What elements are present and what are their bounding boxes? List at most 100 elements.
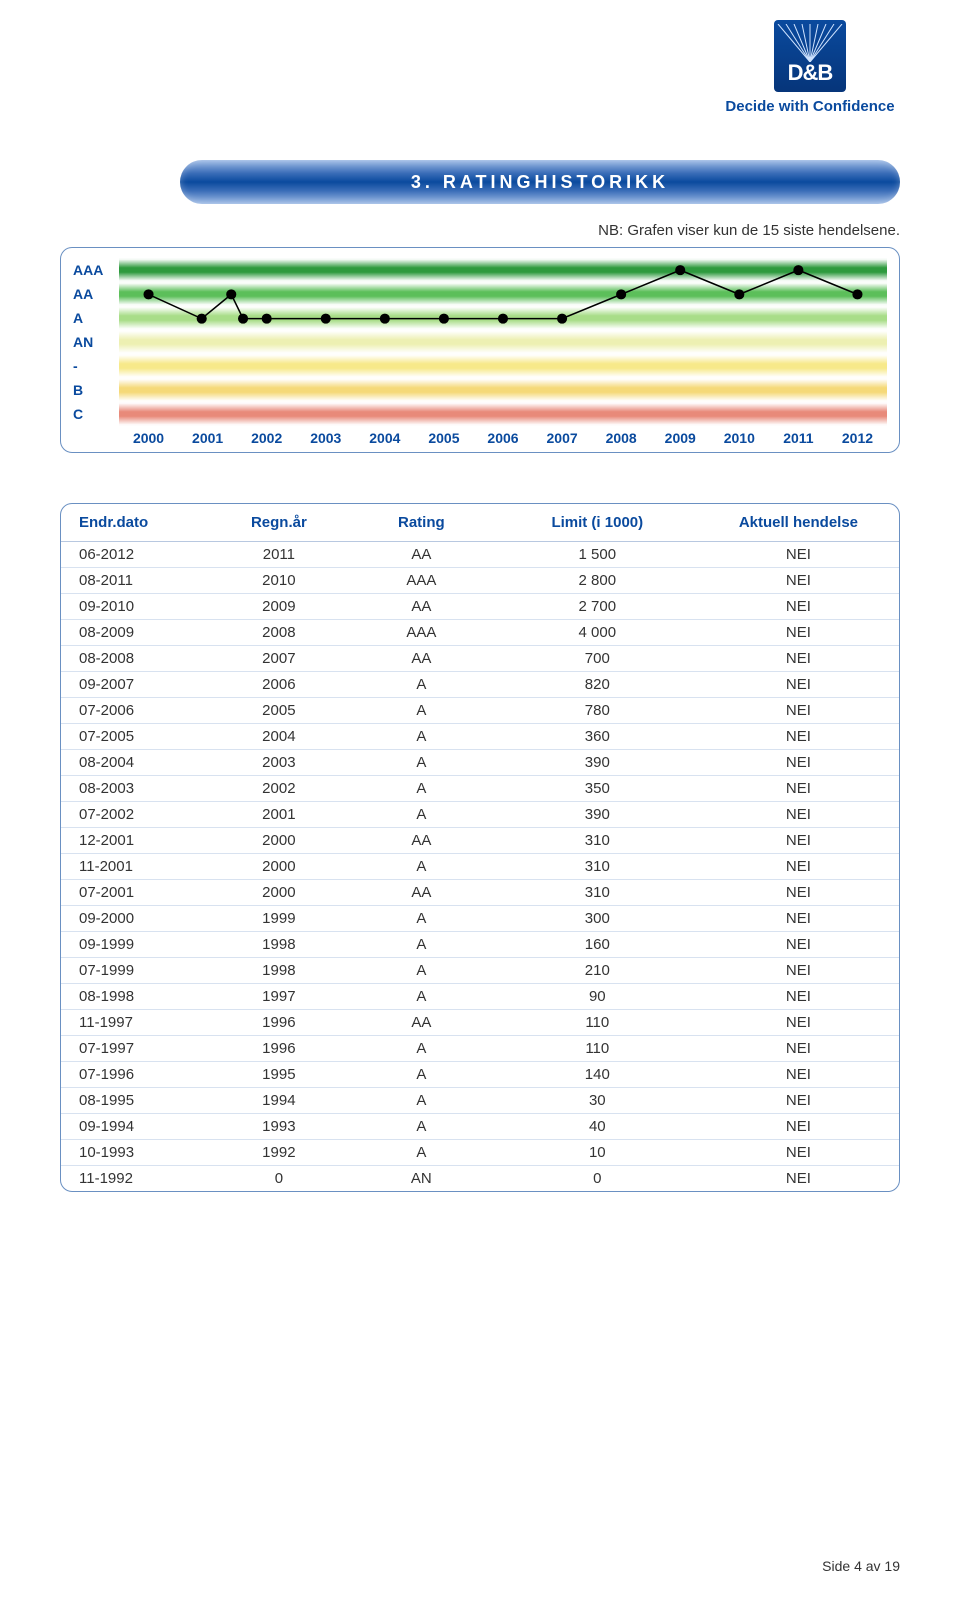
table-cell: 2000 xyxy=(212,854,346,880)
table-row: 09-20102009AA2 700NEI xyxy=(61,594,899,620)
chart-plot-area xyxy=(119,258,887,426)
logo: D&B Decide with Confidence xyxy=(720,20,900,115)
table-row: 08-20042003A390NEI xyxy=(61,750,899,776)
table-cell: 08-1995 xyxy=(61,1088,212,1114)
sunburst-icon xyxy=(774,24,846,62)
table-cell: AA xyxy=(346,880,497,906)
table-cell: 210 xyxy=(497,958,698,984)
table-cell: AAA xyxy=(346,568,497,594)
table-cell: A xyxy=(346,672,497,698)
chart-y-label: - xyxy=(73,354,119,378)
table-cell: 0 xyxy=(497,1166,698,1192)
table-cell: NEI xyxy=(698,672,899,698)
table-cell: AA xyxy=(346,646,497,672)
table-cell: AN xyxy=(346,1166,497,1192)
table-row: 11-20012000A310NEI xyxy=(61,854,899,880)
chart-x-axis: 2000200120022003200420052006200720082009… xyxy=(119,430,887,446)
table-cell: 08-2003 xyxy=(61,776,212,802)
table-cell: AA xyxy=(346,1010,497,1036)
table-cell: AA xyxy=(346,594,497,620)
table-cell: 110 xyxy=(497,1010,698,1036)
table-cell: 08-2009 xyxy=(61,620,212,646)
table-cell: 780 xyxy=(497,698,698,724)
table-cell: 07-2001 xyxy=(61,880,212,906)
table-cell: 110 xyxy=(497,1036,698,1062)
table-cell: 2 700 xyxy=(497,594,698,620)
table-cell: 2004 xyxy=(212,724,346,750)
chart-x-label: 2002 xyxy=(237,430,296,446)
table-cell: 09-2010 xyxy=(61,594,212,620)
table-cell: 2000 xyxy=(212,880,346,906)
table-cell: 09-2000 xyxy=(61,906,212,932)
table-row: 11-19971996AA110NEI xyxy=(61,1010,899,1036)
rating-chart: AAAAAAAN-BC 2000200120022003200420052006… xyxy=(60,247,900,453)
chart-x-label: 2000 xyxy=(119,430,178,446)
table-cell: NEI xyxy=(698,724,899,750)
chart-x-label: 2011 xyxy=(769,430,828,446)
table-cell: A xyxy=(346,1036,497,1062)
table-cell: 2006 xyxy=(212,672,346,698)
table-cell: 0 xyxy=(212,1166,346,1192)
logo-tagline: Decide with Confidence xyxy=(720,98,900,115)
table-cell: A xyxy=(346,958,497,984)
table-cell: A xyxy=(346,1088,497,1114)
table-cell: 700 xyxy=(497,646,698,672)
table-cell: NEI xyxy=(698,698,899,724)
chart-x-label: 2010 xyxy=(710,430,769,446)
table-cell: AA xyxy=(346,828,497,854)
table-cell: 09-2007 xyxy=(61,672,212,698)
table-cell: A xyxy=(346,750,497,776)
table-cell: 310 xyxy=(497,880,698,906)
table-cell: 140 xyxy=(497,1062,698,1088)
chart-x-label: 2003 xyxy=(296,430,355,446)
table-cell: 360 xyxy=(497,724,698,750)
chart-note: NB: Grafen viser kun de 15 siste hendels… xyxy=(60,222,900,239)
chart-y-label: AA xyxy=(73,282,119,306)
table-cell: 2005 xyxy=(212,698,346,724)
table-cell: 1995 xyxy=(212,1062,346,1088)
table-cell: NEI xyxy=(698,776,899,802)
table-cell: NEI xyxy=(698,880,899,906)
table-cell: A xyxy=(346,1062,497,1088)
table-cell: NEI xyxy=(698,1062,899,1088)
table-cell: 1996 xyxy=(212,1036,346,1062)
table-cell: 310 xyxy=(497,828,698,854)
table-cell: 07-1997 xyxy=(61,1036,212,1062)
table-cell: 08-2004 xyxy=(61,750,212,776)
table-cell: NEI xyxy=(698,1140,899,1166)
logo-text: D&B xyxy=(774,60,846,86)
table-cell: 07-1999 xyxy=(61,958,212,984)
table-row: 07-20052004A360NEI xyxy=(61,724,899,750)
table-cell: NEI xyxy=(698,1114,899,1140)
table-cell: 1993 xyxy=(212,1114,346,1140)
table-row: 08-20112010AAA2 800NEI xyxy=(61,568,899,594)
table-cell: 390 xyxy=(497,802,698,828)
table-cell: 2002 xyxy=(212,776,346,802)
chart-x-label: 2001 xyxy=(178,430,237,446)
table-cell: 1996 xyxy=(212,1010,346,1036)
table-cell: 30 xyxy=(497,1088,698,1114)
table-row: 09-20001999A300NEI xyxy=(61,906,899,932)
table-cell: NEI xyxy=(698,802,899,828)
table-cell: 07-2002 xyxy=(61,802,212,828)
chart-x-label: 2007 xyxy=(533,430,592,446)
table-cell: 06-2012 xyxy=(61,542,212,568)
chart-y-label: AAA xyxy=(73,258,119,282)
table-cell: A xyxy=(346,776,497,802)
table-row: 10-19931992A10NEI xyxy=(61,1140,899,1166)
table-cell: NEI xyxy=(698,568,899,594)
table-cell: 2008 xyxy=(212,620,346,646)
table-row: 06-20122011AA1 500NEI xyxy=(61,542,899,568)
table-cell: 11-1997 xyxy=(61,1010,212,1036)
section-title: 3. RATINGHISTORIKK xyxy=(180,160,900,204)
table-cell: AAA xyxy=(346,620,497,646)
table-cell: NEI xyxy=(698,620,899,646)
table-cell: 2011 xyxy=(212,542,346,568)
table-cell: NEI xyxy=(698,542,899,568)
table-cell: A xyxy=(346,1114,497,1140)
table-cell: 12-2001 xyxy=(61,828,212,854)
chart-x-label: 2009 xyxy=(651,430,710,446)
table-row: 09-19991998A160NEI xyxy=(61,932,899,958)
table-cell: NEI xyxy=(698,828,899,854)
table-cell: 310 xyxy=(497,854,698,880)
